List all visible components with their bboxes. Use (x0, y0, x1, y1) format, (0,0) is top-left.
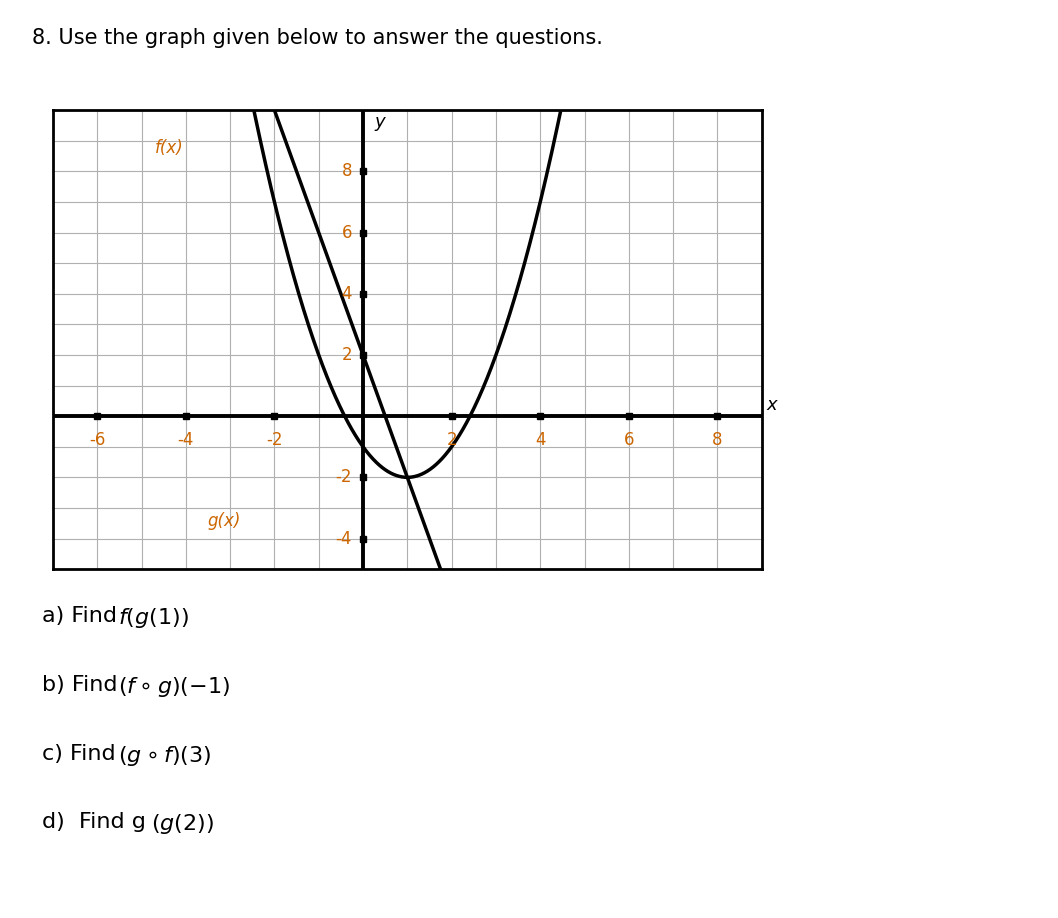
Text: -4: -4 (335, 530, 352, 547)
Text: $(f \circ g)(-1)$: $(f \circ g)(-1)$ (118, 675, 231, 699)
Text: 2: 2 (342, 346, 352, 364)
Text: -4: -4 (178, 431, 194, 450)
Text: 6: 6 (342, 224, 352, 241)
Text: a) Find: a) Find (42, 606, 125, 626)
Text: 8: 8 (342, 162, 352, 180)
Text: f(x): f(x) (154, 139, 183, 157)
Text: x: x (766, 397, 777, 414)
Text: $(g \circ f)(3)$: $(g \circ f)(3)$ (118, 744, 212, 767)
Text: c) Find: c) Find (42, 744, 123, 764)
Text: -6: -6 (89, 431, 106, 450)
Text: -2: -2 (267, 431, 282, 450)
Text: d)  Find g: d) Find g (42, 812, 146, 833)
Text: g(x): g(x) (208, 512, 241, 531)
Text: 8. Use the graph given below to answer the questions.: 8. Use the graph given below to answer t… (32, 28, 603, 48)
Text: 4: 4 (342, 285, 352, 303)
Text: 6: 6 (623, 431, 634, 450)
Text: y: y (375, 113, 385, 131)
Text: $f(g(1))$: $f(g(1))$ (118, 606, 189, 630)
Text: b) Find: b) Find (42, 675, 125, 695)
Text: $(g(2))$: $(g(2))$ (151, 812, 215, 836)
Text: 4: 4 (535, 431, 546, 450)
Text: 8: 8 (712, 431, 723, 450)
Text: 2: 2 (446, 431, 457, 450)
Text: -2: -2 (335, 468, 352, 487)
